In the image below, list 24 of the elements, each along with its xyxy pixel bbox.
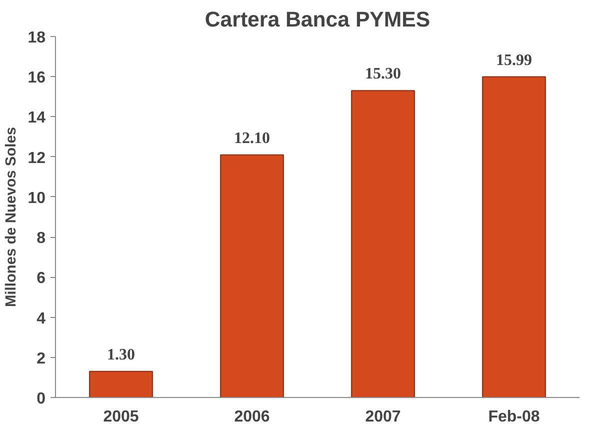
y-tick-label: 16 xyxy=(28,70,46,87)
data-label: 12.10 xyxy=(234,130,270,147)
data-label: 1.30 xyxy=(107,346,135,364)
y-tick-label: 6 xyxy=(36,270,46,288)
x-tick-label: 2005 xyxy=(103,408,139,426)
y-tick-label: 12 xyxy=(28,150,46,167)
data-label: 15.99 xyxy=(496,52,532,69)
x-tick-label: Feb-08 xyxy=(488,408,540,426)
y-tick-label: 10 xyxy=(28,190,46,207)
bar xyxy=(482,76,546,398)
x-tick-label: 2006 xyxy=(234,408,270,426)
y-axis-title: Millones de Nuevos Soles xyxy=(4,127,20,307)
chart-title: Cartera Banca PYMES xyxy=(204,8,430,32)
bar xyxy=(351,90,415,398)
x-tick-label: 2007 xyxy=(365,408,401,426)
y-tick-label: 8 xyxy=(36,230,46,248)
bar xyxy=(220,154,284,398)
y-tick-label: 18 xyxy=(28,30,46,46)
y-tick-label: 14 xyxy=(28,110,46,127)
bar xyxy=(89,370,153,398)
data-label: 15.30 xyxy=(365,66,401,83)
y-tick-label: 0 xyxy=(36,390,46,408)
y-tick-label: 4 xyxy=(36,310,46,328)
y-tick-label: 2 xyxy=(36,350,46,368)
